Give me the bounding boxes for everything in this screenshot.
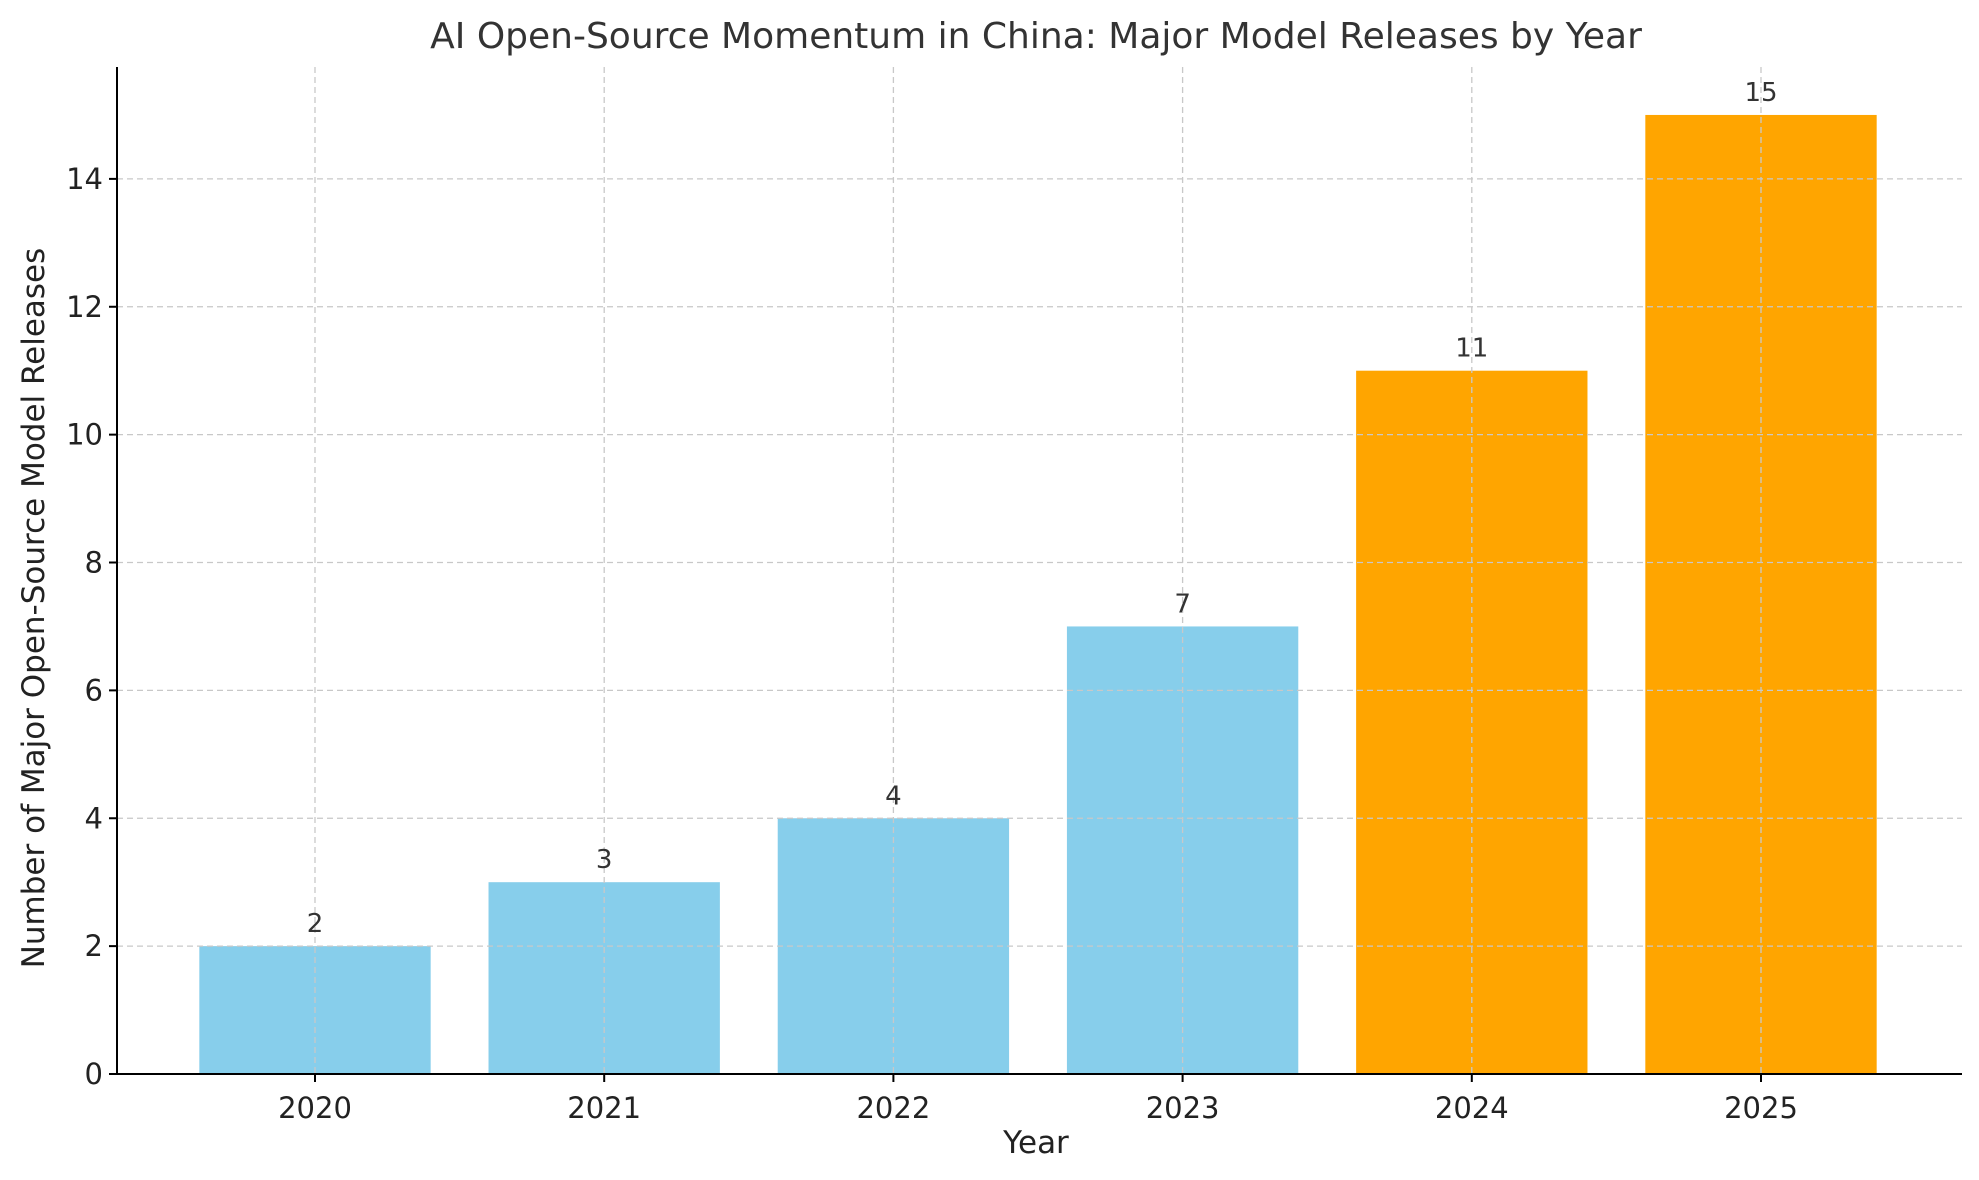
x-tick-label: 2023 (1146, 1091, 1220, 1125)
x-tick-label: 2024 (1435, 1091, 1509, 1125)
chart-title: AI Open-Source Momentum in China: Major … (430, 16, 1642, 57)
x-tick-label: 2020 (278, 1091, 352, 1125)
y-tick-label: 0 (85, 1057, 103, 1091)
data-labels: 2 3 4 7 11 15 (307, 78, 1778, 939)
axes (116, 67, 1962, 1075)
y-axis-label: Number of Major Open-Source Model Releas… (16, 248, 52, 969)
y-tick-label: 6 (85, 673, 103, 707)
x-tick-label: 2022 (856, 1091, 930, 1125)
data-label-2025: 15 (1744, 78, 1777, 108)
data-label-2022: 4 (885, 781, 902, 811)
data-label-2020: 2 (307, 909, 324, 939)
bar-2025 (1645, 114, 1877, 1074)
x-tick-label: 2025 (1724, 1091, 1798, 1125)
x-axis-label: Year (1002, 1125, 1069, 1161)
y-tick-label: 2 (85, 929, 103, 963)
y-axis-ticks: 0 2 4 6 8 10 12 14 (66, 162, 117, 1091)
data-label-2024: 11 (1455, 334, 1488, 364)
bars (199, 114, 1877, 1074)
y-tick-label: 12 (66, 290, 103, 324)
y-tick-label: 10 (66, 418, 103, 452)
x-tick-label: 2021 (567, 1091, 641, 1125)
y-tick-label: 8 (85, 546, 103, 580)
y-tick-label: 14 (66, 162, 103, 196)
y-tick-label: 4 (85, 801, 103, 835)
x-axis-ticks: 2020 2021 2022 2023 2024 2025 (278, 1074, 1798, 1125)
data-label-2023: 7 (1174, 589, 1191, 619)
data-label-2021: 3 (596, 845, 613, 875)
